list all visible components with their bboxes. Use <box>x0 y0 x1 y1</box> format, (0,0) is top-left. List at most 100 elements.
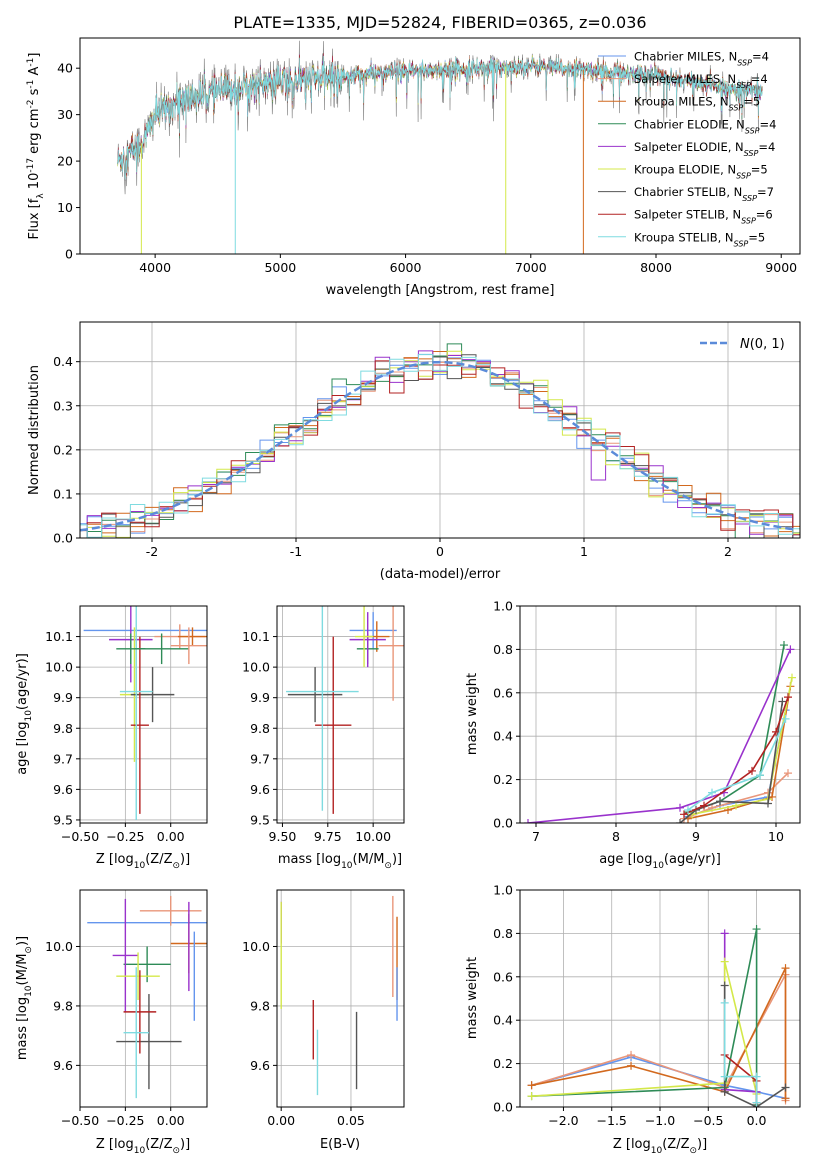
x-axis-label: (data-model)/error <box>380 567 501 582</box>
weight-marker-salpeter_elodie <box>786 645 795 654</box>
x-axis-label: E(B-V) <box>320 1137 360 1152</box>
x-tick-label: 9.75 <box>314 829 342 844</box>
y-tick-label: 0.1 <box>53 486 73 501</box>
plot-area-mass_vs_ebv <box>280 895 398 1096</box>
x-axis-label: Z [log10(Z/Z⊙)] <box>613 1137 707 1156</box>
legend-entry-salpeter_elodie: Salpeter ELODIE, NSSP=4 <box>634 140 775 158</box>
y-axis-label: Flux [fλ 10-17 erg cm-2 s-1 A-1] <box>26 53 46 240</box>
weight-line-kroupa_stelib <box>687 718 787 811</box>
y-tick-label: 9.8 <box>250 998 270 1013</box>
x-tick-label: 8 <box>612 829 620 844</box>
y-tick-label: 9.8 <box>250 721 270 736</box>
y-tick-label: 9.8 <box>53 721 73 736</box>
weight-line-kroupa_stelib <box>723 1002 758 1103</box>
y-tick-label: 10.0 <box>242 660 270 675</box>
axes-mass_vs_Z: −0.50 −0.25 0.00 9.6 9.8 10.0 Z [log10(Z/Z⊙)] m… <box>15 889 208 1156</box>
plot-area-age_vs_mass <box>286 606 404 814</box>
weight-marker-kroupa_stelib <box>781 714 790 723</box>
y-tick-label: 9.6 <box>250 782 270 797</box>
weight-marker-kroupa_stelib <box>720 1072 729 1081</box>
plot-area-residuals <box>80 343 800 538</box>
x-tick-label: −1.0 <box>645 1113 675 1128</box>
weight-marker-chabrier_stelib <box>720 981 729 990</box>
x-axis-label: Z [log10(Z/Z⊙)] <box>96 1137 190 1156</box>
y-tick-label: 0.2 <box>493 1056 513 1071</box>
x-tick-label: 4000 <box>139 260 171 275</box>
y-tick-label: 10.0 <box>45 939 73 954</box>
weight-marker-salpeter_miles <box>784 769 792 778</box>
weight-marker-chabrier_stelib <box>778 697 787 706</box>
y-tick-label: 9.5 <box>53 812 73 827</box>
plot-area-mass_vs_Z <box>87 895 207 1099</box>
histogram-kroupa_miles <box>80 351 800 538</box>
y-tick-label: 0.8 <box>493 642 513 657</box>
weight-marker-salpeter_stelib <box>700 801 708 810</box>
x-tick-label: −1.5 <box>597 1113 627 1128</box>
weight-marker-kroupa_stelib <box>720 998 729 1007</box>
y-tick-label: 0.0 <box>493 816 513 831</box>
axes-frame <box>276 605 405 824</box>
y-tick-label: 1.0 <box>493 599 513 614</box>
x-tick-label: 0.05 <box>337 1113 365 1128</box>
x-tick-label: 0.00 <box>267 1113 295 1128</box>
weight-line-kroupa_miles <box>531 967 787 1099</box>
y-tick-label: 1.0 <box>493 883 513 898</box>
weight-marker-kroupa_miles <box>781 964 790 973</box>
weight-marker-kroupa_stelib <box>752 1072 761 1081</box>
y-tick-label: 0.4 <box>493 1013 513 1028</box>
y-tick-label: 30 <box>57 107 73 122</box>
y-tick-label: 9.5 <box>250 812 270 827</box>
x-tick-label: 9 <box>692 829 700 844</box>
x-tick-label: −2.0 <box>548 1113 578 1128</box>
y-tick-label: 0.0 <box>493 1100 513 1115</box>
legend-label-gaussian: N(0, 1) <box>740 337 785 352</box>
weight-marker-salpeter_elodie <box>524 819 532 823</box>
y-tick-label: 9.6 <box>53 1058 73 1073</box>
y-tick-label: 0 <box>65 247 73 262</box>
legend-entry-chabrier_miles: Chabrier MILES, NSSP=4 <box>634 50 769 68</box>
x-tick-label: −0.50 <box>61 1113 99 1128</box>
axes-spectrum: 4000 5000 6000 7000 8000 9000 0 10 20 30 40 wavelen… <box>26 37 801 298</box>
legend-entry-salpeter_miles: Salpeter MILES, NSSP=4 <box>634 72 768 90</box>
axes-mass_weight_vs_age: 7 8 9 10 0.0 0.2 0.4 0.6 0.8 1.0 age [log10(age/yr… <box>465 599 801 871</box>
x-tick-label: 7000 <box>515 260 547 275</box>
plot-area-mass_weight_vs_Z <box>527 925 790 1107</box>
weight-marker-salpeter_stelib <box>784 693 792 702</box>
axes-mass_weight_vs_Z: −2.0 −1.5 −1.0 −0.5 0.0 0.0 0.2 0.4 0.6 0.8 1.0 Z [… <box>465 883 801 1156</box>
y-axis-label: Normed distribution <box>27 365 42 495</box>
weight-marker-kroupa_elodie <box>732 801 740 810</box>
weight-line-salpeter_miles <box>531 974 787 1101</box>
spectrum-model-line-kroupa_stelib <box>117 55 763 180</box>
x-axis-label: mass [log10(M/M⊙)] <box>278 852 402 871</box>
axes-mass_vs_ebv: 0.00 0.05 9.6 9.8 10.0 E(B-V) <box>242 889 405 1152</box>
y-axis-label: age [log10(age/yr)] <box>15 653 34 775</box>
plot-area-age_vs_Z <box>83 606 207 820</box>
axes-frame <box>79 889 208 1108</box>
y-tick-label: 9.6 <box>53 782 73 797</box>
x-tick-label: −0.25 <box>106 829 144 844</box>
x-tick-label: 10.00 <box>355 829 391 844</box>
y-tick-label: 0.2 <box>53 442 73 457</box>
weight-marker-kroupa_miles <box>781 1094 790 1103</box>
weight-marker-salpeter_stelib <box>680 810 688 819</box>
legend-entry-salpeter_stelib: Salpeter STELIB, NSSP=6 <box>634 208 773 226</box>
x-tick-label: −0.5 <box>693 1113 723 1128</box>
y-tick-label: 9.7 <box>250 751 270 766</box>
x-tick-label: -1 <box>290 544 302 559</box>
weight-marker-salpeter_stelib <box>748 766 756 775</box>
weight-marker-chabrier_stelib <box>676 819 684 823</box>
y-tick-label: 40 <box>57 61 73 76</box>
weight-marker-salpeter_elodie <box>676 803 684 812</box>
y-tick-label: 10.0 <box>45 660 73 675</box>
plot-area-spectrum <box>117 40 763 254</box>
y-tick-label: 0.4 <box>493 729 513 744</box>
axes-residuals: -2 -1 0 1 2 0.0 0.1 0.2 0.3 0.4 N(0, 1) (data-model… <box>27 321 801 582</box>
weight-marker-kroupa_elodie <box>720 957 729 966</box>
weight-marker-chabrier_stelib <box>720 1087 729 1096</box>
y-tick-label: 0.3 <box>53 398 73 413</box>
weight-line-chabrier_elodie <box>531 928 758 1105</box>
x-tick-label: 9000 <box>765 260 797 275</box>
x-axis-label: Z [log10(Z/Z⊙)] <box>96 852 190 871</box>
axes-frame <box>79 37 801 255</box>
y-axis-label: mass [log10(M/M⊙)] <box>15 936 34 1060</box>
